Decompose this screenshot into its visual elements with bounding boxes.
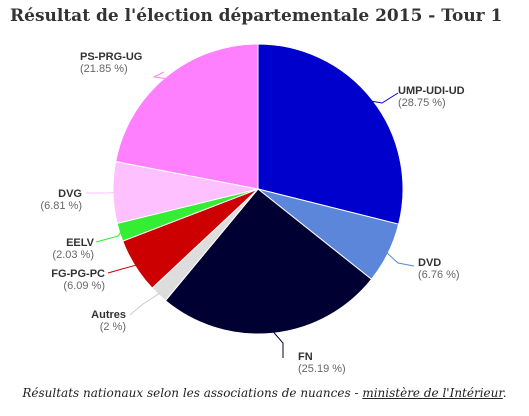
slice-label-value: (2 %) [100,321,126,333]
caption-text: Résultats nationaux selon les associatio… [22,386,363,400]
slice-label-name: DVG [58,188,82,200]
slice-label-value: (6.76 %) [418,269,460,281]
leader-line [272,330,284,358]
slice-label-name: DVD [418,257,441,269]
source-caption: Résultats nationaux selon les associatio… [0,386,529,400]
pie-slices [112,43,404,335]
caption-end: . [502,386,507,400]
chart-title: Résultat de l'élection départementale 20… [10,6,503,26]
slice-label-name: FG-PG-PC [51,268,105,280]
source-link[interactable]: ministère de l'Intérieur [362,386,503,400]
slice-label-name: PS-PRG-UG [80,51,142,63]
pie-slice-ump-udi-ud [257,43,404,225]
leader-line [129,292,161,316]
leader-line [107,264,137,274]
leader-line [385,251,415,267]
slice-label-name: Autres [91,309,126,321]
slice-label-value: (2.03 %) [52,249,94,261]
slice-label-value: (25.19 %) [298,363,346,375]
slice-label-name: UMP-UDI-UD [398,85,465,97]
pie-slice-ps-prg-ug [115,43,259,190]
leader-line [370,92,399,104]
leader-line [86,191,116,194]
slice-labels: UMP-UDI-UD(28.75 %) DVD(6.76 %) FN(25.19 %… [40,51,464,375]
leader-line [95,231,122,243]
leader-line [152,71,168,80]
slice-label-value: (21.85 %) [80,63,128,75]
pie-slice-fn [164,188,373,335]
slice-label-value: (6.09 %) [63,280,105,292]
slice-label-name: FN [298,351,313,363]
slice-label-name: EELV [66,237,95,249]
slice-label-value: (28.75 %) [398,97,446,109]
slice-label-value: (6.81 %) [40,200,82,212]
label-connectors [86,71,415,358]
